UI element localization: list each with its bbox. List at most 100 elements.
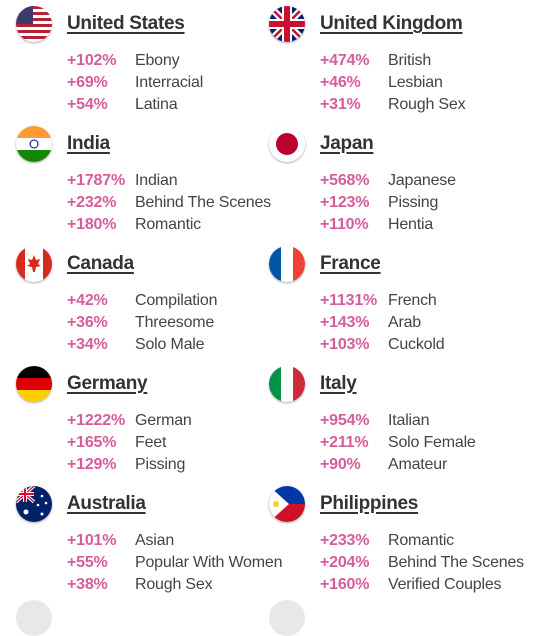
next-flag-icon xyxy=(16,600,52,636)
trend-row: +31% Rough Sex xyxy=(320,94,466,116)
trend-category: Pissing xyxy=(388,194,439,211)
trend-row: +90% Amateur xyxy=(320,454,476,476)
trend-category: Ebony xyxy=(135,52,180,69)
country-name: Canada xyxy=(67,253,134,274)
country-card-philippines: Philippines +233% Romantic +204% Behind Th… xyxy=(0,480,552,600)
next-flag-icon xyxy=(269,600,305,636)
canada-flag-icon xyxy=(16,246,52,282)
trend-percent: +69% xyxy=(67,74,108,91)
trend-percent: +103% xyxy=(320,336,370,353)
country-name: Australia xyxy=(67,493,146,514)
trend-percent: +143% xyxy=(320,314,370,331)
trend-percent: +90% xyxy=(320,456,361,473)
country-card-germany: Germany +1222% German +165% Feet +129% Piss… xyxy=(0,360,276,480)
country-card-india: India +1787% Indian +232% Behind The Scene… xyxy=(0,120,276,240)
trend-category: Popular With Women xyxy=(135,554,283,571)
trend-category: Behind The Scenes xyxy=(135,194,271,211)
trend-percent: +1787% xyxy=(67,172,125,189)
trend-row: +1222% German xyxy=(67,410,192,432)
trend-category: Indian xyxy=(135,172,178,189)
trend-category: Compilation xyxy=(135,292,218,309)
trend-row: +129% Pissing xyxy=(67,454,192,476)
trend-category: Japanese xyxy=(388,172,456,189)
trend-row: +46% Lesbian xyxy=(320,72,465,94)
italy-flag-icon xyxy=(269,366,305,402)
country-name: United Kingdom xyxy=(320,13,463,34)
country-name: Philippines xyxy=(320,493,419,514)
country-name: India xyxy=(67,133,110,154)
trend-percent: +954% xyxy=(320,412,370,429)
trend-percent: +54% xyxy=(67,96,108,113)
trend-percent: +232% xyxy=(67,194,117,211)
trend-row: +103% Cuckold xyxy=(320,334,445,356)
country-card-japan: Japan +568% Japanese +123% Pissing +110% He… xyxy=(0,120,552,240)
trend-row: +568% Japanese xyxy=(320,170,456,192)
trend-row: +1131% French xyxy=(320,290,444,312)
country-name: United States xyxy=(67,13,185,34)
trend-category: Hentia xyxy=(388,216,434,233)
australia-flag-icon xyxy=(16,486,52,522)
trend-category: Interracial xyxy=(135,74,204,91)
trend-percent: +110% xyxy=(320,216,369,233)
india-flag-icon xyxy=(16,126,52,162)
country-name: Japan xyxy=(320,133,374,154)
trend-category: Romantic xyxy=(135,216,201,233)
trend-row: +38% Rough Sex xyxy=(67,574,282,596)
country-name: Germany xyxy=(67,373,148,394)
country-card-canada: Canada +42% Compilation +36% Threesome +34… xyxy=(0,240,276,360)
trend-percent: +34% xyxy=(67,336,108,353)
trend-category: French xyxy=(388,292,437,309)
country-card-france: France +1131% French +143% Arab +103% Cucko… xyxy=(0,240,552,360)
trend-category: Amateur xyxy=(388,456,448,473)
trend-row: +101% Asian xyxy=(67,530,282,552)
philippines-flag-icon xyxy=(269,486,305,522)
trend-row: +160% Verified Couples xyxy=(320,574,524,596)
trend-percent: +1131% xyxy=(320,292,378,309)
trend-row: +55% Popular With Women xyxy=(67,552,282,574)
trend-row: +34% Solo Male xyxy=(67,334,217,356)
trend-category: Rough Sex xyxy=(135,576,213,593)
country-card-united-states: United States +102% Ebony +69% Interracial… xyxy=(0,0,276,120)
trend-percent: +102% xyxy=(67,52,117,69)
trend-category: Latina xyxy=(135,96,178,113)
trend-row: +954% Italian xyxy=(320,410,476,432)
trend-row: +204% Behind The Scenes xyxy=(320,552,524,574)
trend-percent: +165% xyxy=(67,434,117,451)
trend-category: Solo Male xyxy=(135,336,205,353)
country-card-australia: Australia +101% Asian +55% Popular With Wo… xyxy=(0,480,282,600)
trend-row: +474% British xyxy=(320,50,465,72)
trend-row: +232% Behind The Scenes xyxy=(67,192,271,214)
trend-percent: +129% xyxy=(67,456,117,473)
trend-category: Asian xyxy=(135,532,175,549)
trend-percent: +233% xyxy=(320,532,370,549)
trend-percent: +101% xyxy=(67,532,117,549)
trend-category: Threesome xyxy=(135,314,215,331)
trend-category: Arab xyxy=(388,314,421,331)
trend-category: Pissing xyxy=(135,456,186,473)
us-flag-icon xyxy=(16,6,52,42)
japan-flag-icon xyxy=(269,126,305,162)
trend-category: Italian xyxy=(388,412,430,429)
trend-row: +180% Romantic xyxy=(67,214,271,236)
trend-percent: +42% xyxy=(67,292,108,309)
trend-row: +54% Latina xyxy=(67,94,203,116)
trend-category: Verified Couples xyxy=(388,576,502,593)
trend-percent: +474% xyxy=(320,52,370,69)
trend-category: German xyxy=(135,412,192,429)
trend-row: +69% Interracial xyxy=(67,72,203,94)
trend-percent: +46% xyxy=(320,74,361,91)
trend-row: +211% Solo Female xyxy=(320,432,476,454)
trend-row: +123% Pissing xyxy=(320,192,456,214)
country-name: France xyxy=(320,253,381,274)
trend-category: Solo Female xyxy=(388,434,476,451)
trend-category: Lesbian xyxy=(388,74,443,91)
trend-percent: +31% xyxy=(320,96,361,113)
trend-percent: +1222% xyxy=(67,412,125,429)
trend-percent: +204% xyxy=(320,554,370,571)
trend-percent: +36% xyxy=(67,314,108,331)
country-card-united-kingdom: United Kingdom +474% British +46% Lesbian … xyxy=(0,0,552,120)
trend-row: +143% Arab xyxy=(320,312,444,334)
country-name: Italy xyxy=(320,373,357,394)
trend-row: +165% Feet xyxy=(67,432,192,454)
